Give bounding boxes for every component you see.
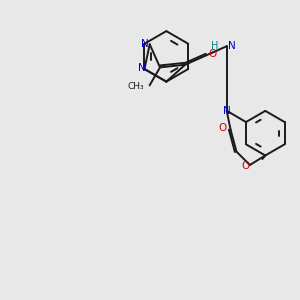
Text: H: H [211,41,218,51]
Text: N: N [138,62,146,73]
Text: N: N [223,106,230,116]
Text: CH₃: CH₃ [128,82,144,91]
Text: O: O [241,161,250,172]
Text: O: O [209,49,217,59]
Text: N: N [141,39,149,49]
Text: O: O [218,123,226,133]
Text: N: N [228,41,236,51]
